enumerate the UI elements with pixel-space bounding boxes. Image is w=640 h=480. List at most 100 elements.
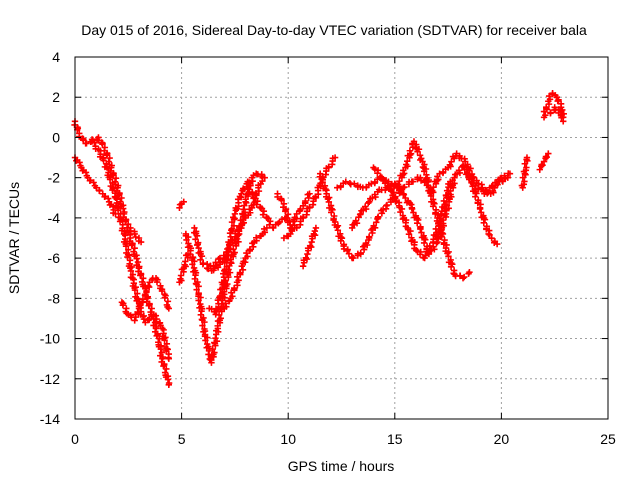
data-point — [122, 242, 130, 250]
data-point — [370, 222, 377, 229]
data-point — [460, 163, 467, 170]
data-point — [424, 181, 432, 189]
data-point — [153, 278, 161, 286]
data-point — [322, 186, 329, 193]
data-point — [420, 168, 428, 175]
data-point — [374, 213, 382, 220]
data-point — [414, 148, 421, 155]
data-point — [374, 170, 381, 177]
data-point — [161, 337, 168, 344]
data-point — [408, 205, 416, 213]
data-point — [127, 267, 135, 275]
data-point — [224, 245, 231, 253]
data-point — [239, 266, 247, 274]
data-point — [244, 178, 251, 185]
data-point — [392, 181, 400, 188]
data-point — [443, 187, 451, 194]
data-point — [394, 184, 402, 192]
data-point — [417, 225, 424, 233]
data-point — [391, 180, 398, 187]
data-point — [231, 249, 238, 256]
data-point — [430, 183, 437, 191]
data-point — [379, 175, 387, 183]
data-point — [436, 215, 443, 222]
data-point — [521, 178, 528, 185]
data-point — [100, 157, 107, 164]
data-point — [99, 140, 106, 148]
data-point — [480, 219, 487, 227]
axis-ticks: 0 5 10 15 20 25 -14 -12 -10 -8 -6 -4 -2 0 2 4 — [40, 49, 616, 447]
data-point — [182, 258, 189, 265]
data-point — [260, 208, 268, 215]
data-point — [73, 157, 80, 164]
series-s3 — [88, 138, 173, 362]
data-point — [199, 322, 206, 329]
data-point — [134, 308, 141, 316]
data-point — [254, 197, 261, 205]
series-s13 — [274, 154, 339, 233]
data-point — [106, 176, 114, 183]
data-point — [197, 256, 204, 263]
series-s12 — [221, 224, 271, 312]
y-tick-label: 4 — [52, 49, 60, 65]
series-s14 — [280, 190, 313, 242]
data-point — [333, 223, 340, 231]
data-point — [331, 154, 339, 161]
data-point — [183, 236, 190, 244]
series-s6 — [176, 250, 192, 286]
data-point — [180, 198, 187, 205]
y-tick-label: -14 — [40, 411, 60, 427]
data-point — [198, 252, 206, 260]
data-point — [154, 331, 161, 338]
data-point — [195, 283, 202, 290]
data-point — [506, 170, 514, 177]
data-point — [189, 261, 196, 268]
y-tick-label: -2 — [48, 170, 61, 186]
data-point — [381, 180, 389, 187]
data-point — [383, 201, 391, 209]
data-point — [83, 140, 90, 147]
data-point — [491, 179, 499, 186]
data-point — [223, 303, 230, 310]
data-point — [193, 232, 201, 239]
data-point — [297, 205, 304, 213]
data-point — [405, 230, 413, 238]
data-point — [400, 170, 408, 177]
data-point — [406, 147, 414, 154]
data-point — [80, 136, 87, 144]
data-point — [217, 315, 224, 322]
data-point — [193, 286, 200, 293]
data-point — [165, 305, 173, 312]
data-point — [366, 198, 373, 205]
y-tick-label: -8 — [48, 290, 61, 306]
data-point — [554, 97, 561, 105]
data-point — [399, 215, 407, 223]
data-point — [325, 163, 332, 171]
data-point — [243, 249, 250, 257]
data-point — [306, 242, 314, 249]
data-point — [476, 205, 484, 213]
data-point — [164, 376, 172, 383]
data-point — [305, 194, 312, 202]
data-point — [76, 159, 83, 166]
data-point — [270, 224, 277, 232]
series-s7 — [176, 198, 187, 212]
data-point — [451, 180, 458, 187]
data-point — [545, 150, 552, 157]
series-s5 — [127, 224, 145, 246]
data-point — [345, 250, 353, 257]
data-point — [433, 229, 441, 236]
data-point — [362, 239, 370, 247]
data-point — [231, 210, 239, 218]
x-tick-label: 10 — [280, 431, 296, 447]
data-point — [148, 305, 155, 312]
data-point — [453, 170, 461, 178]
data-point — [441, 201, 449, 208]
data-point — [133, 255, 140, 262]
data-point — [123, 239, 131, 247]
data-point — [161, 294, 169, 302]
data-point — [555, 96, 562, 104]
data-point — [359, 206, 367, 214]
data-point — [440, 197, 448, 205]
